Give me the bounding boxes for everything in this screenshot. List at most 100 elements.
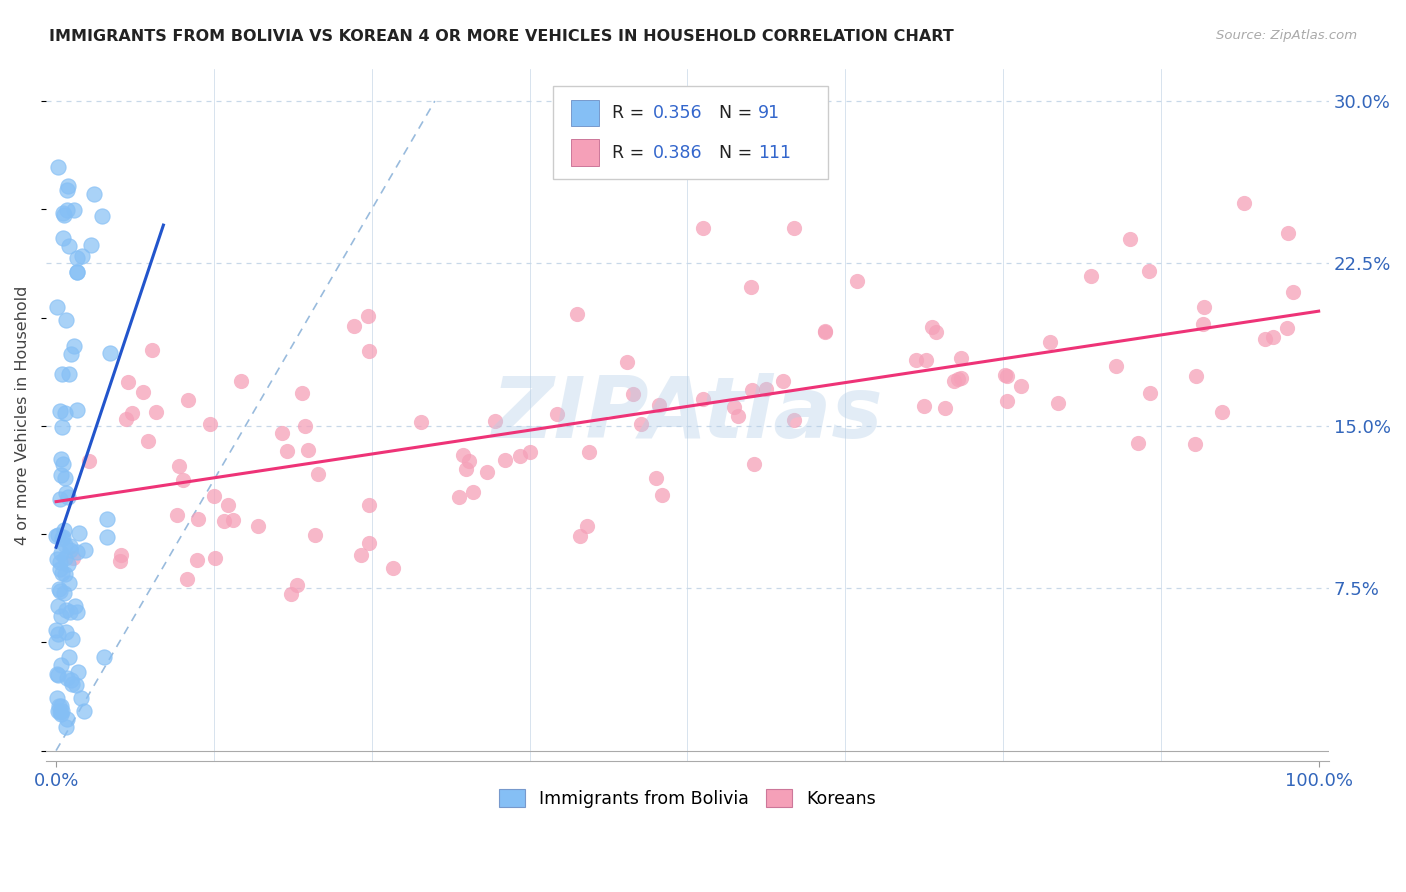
- Point: [56, 490, 79, 504]
- Point: [46, 552, 69, 566]
- Point: [46, 668, 69, 682]
- Point: [1039, 335, 1062, 350]
- Point: [49, 555, 72, 569]
- Point: [285, 578, 308, 592]
- Point: [616, 355, 638, 369]
- Point: [46, 627, 69, 641]
- Point: [52, 523, 75, 537]
- Point: [950, 351, 973, 366]
- Point: [914, 353, 936, 368]
- Point: [66, 605, 89, 619]
- Point: [948, 372, 970, 386]
- Point: [66, 402, 89, 417]
- Point: [79, 454, 101, 468]
- Point: [58, 367, 80, 381]
- Point: [921, 319, 943, 334]
- Point: [1080, 269, 1102, 284]
- Point: [136, 434, 159, 448]
- Point: [51, 419, 73, 434]
- Point: [925, 326, 948, 340]
- Point: [45, 691, 67, 706]
- Point: [56, 671, 79, 685]
- Point: [51, 608, 73, 623]
- Point: [484, 414, 506, 428]
- Point: [49, 452, 72, 467]
- Point: [1233, 195, 1256, 210]
- Point: [46, 161, 69, 175]
- Point: [949, 370, 972, 384]
- Point: [475, 465, 498, 479]
- Point: [934, 401, 956, 415]
- Point: [494, 453, 516, 467]
- Point: [53, 538, 76, 552]
- Point: [1261, 330, 1284, 344]
- Point: [56, 557, 79, 571]
- Text: 0.386: 0.386: [652, 144, 703, 161]
- Point: [357, 498, 380, 512]
- Point: [69, 525, 91, 540]
- Point: [357, 310, 380, 324]
- Point: [271, 425, 294, 440]
- Point: [741, 383, 763, 397]
- Point: [291, 385, 314, 400]
- Point: [66, 665, 89, 680]
- Point: [53, 406, 76, 420]
- Text: R =: R =: [612, 103, 650, 121]
- Point: [53, 471, 76, 485]
- Point: [73, 704, 96, 718]
- Point: [56, 202, 79, 217]
- Point: [145, 405, 167, 419]
- FancyBboxPatch shape: [553, 86, 828, 179]
- Point: [630, 417, 652, 431]
- Point: [52, 231, 75, 245]
- Point: [1277, 321, 1299, 335]
- Point: [60, 347, 83, 361]
- Point: [1128, 436, 1150, 450]
- Point: [55, 720, 77, 734]
- Point: [55, 551, 77, 566]
- Point: [45, 300, 67, 314]
- Point: [73, 543, 96, 558]
- Point: [783, 413, 806, 427]
- Point: [83, 187, 105, 202]
- Text: N =: N =: [707, 144, 758, 161]
- Point: [62, 550, 84, 565]
- Point: [198, 417, 221, 432]
- Point: [648, 398, 671, 412]
- Point: [166, 508, 188, 523]
- Point: [60, 632, 83, 646]
- Point: [62, 202, 84, 217]
- Point: [66, 545, 89, 559]
- Point: [357, 344, 380, 359]
- Point: [814, 325, 837, 339]
- Point: [172, 473, 194, 487]
- Point: [276, 443, 298, 458]
- Point: [46, 666, 69, 681]
- Point: [1185, 369, 1208, 384]
- Point: [51, 707, 73, 722]
- Point: [52, 530, 75, 544]
- Point: [66, 251, 89, 265]
- Point: [51, 531, 73, 545]
- Point: [723, 400, 745, 414]
- Point: [645, 470, 668, 484]
- Point: [247, 519, 270, 533]
- Point: [1119, 232, 1142, 246]
- Point: [217, 498, 239, 512]
- Point: [740, 279, 762, 293]
- Point: [1139, 385, 1161, 400]
- Point: [60, 677, 83, 691]
- Point: [49, 657, 72, 672]
- Point: [51, 698, 73, 713]
- Point: [359, 535, 381, 549]
- Point: [96, 512, 118, 526]
- Point: [755, 382, 778, 396]
- Point: [578, 444, 600, 458]
- Point: [58, 239, 80, 253]
- Point: [995, 368, 1018, 383]
- Text: R =: R =: [612, 144, 650, 161]
- Text: 111: 111: [758, 144, 792, 161]
- Point: [53, 208, 76, 222]
- Point: [546, 407, 568, 421]
- Point: [1104, 359, 1126, 373]
